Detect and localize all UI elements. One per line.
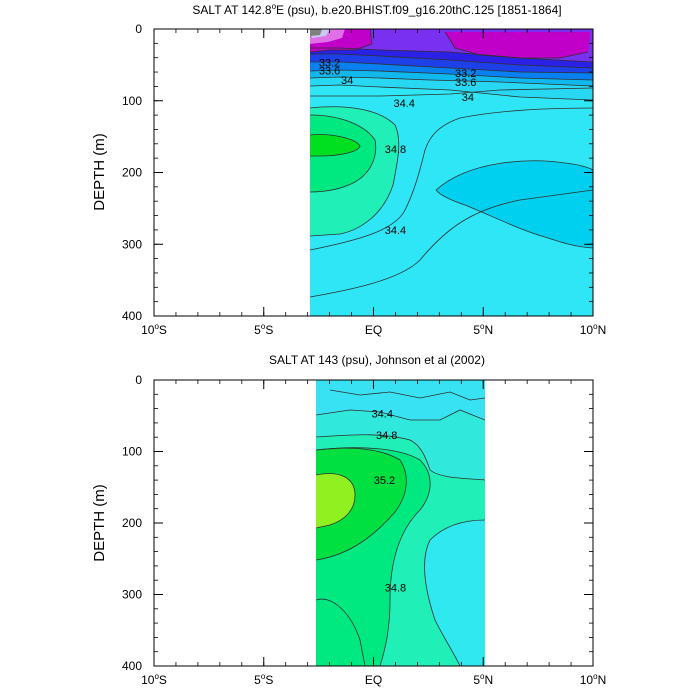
panel-top-ylabel: DEPTH (m) — [91, 133, 108, 211]
x-tick-label: 10oS — [141, 672, 167, 687]
panel-top: SALT AT 142.8oE (psu), b.e20.BHIST.f09_g… — [91, 2, 606, 337]
contour-label: 33.6 — [455, 77, 476, 89]
fill-max-west-4 — [310, 29, 322, 36]
contour-line — [316, 473, 356, 529]
contour-label: 34.4 — [394, 98, 415, 110]
x-tick-label: 10oS — [141, 322, 167, 337]
panel-top-axes: 10oS 5oS EQ 5oN 10oN 0 100 200 300 400 — [122, 22, 606, 337]
contour-line — [316, 447, 407, 561]
panel-bottom-ylabel: DEPTH (m) — [91, 484, 108, 562]
contour-label: 33.2 — [319, 58, 340, 70]
contour-label: 34.8 — [376, 430, 397, 442]
contour-line — [310, 29, 373, 53]
fill-34-8 — [316, 410, 485, 480]
panel-bottom-axes: 10oS 5oS EQ 5oN 10oN 0 100 200 300 400 — [122, 373, 606, 687]
panel-bottom-title: SALT AT 143 (psu), Johnson et al (2002) — [269, 353, 485, 367]
contour-line — [310, 69, 593, 81]
fill-34-4-east — [436, 160, 593, 248]
contour-line — [310, 61, 593, 74]
contour-line — [310, 107, 593, 251]
fill-35-2 — [310, 134, 360, 156]
y-tick-label: 200 — [122, 516, 142, 530]
contour-label: 35.2 — [374, 475, 395, 487]
contour-line — [435, 160, 593, 249]
x-tick-label: 10oN — [580, 672, 606, 687]
panel-bottom: SALT AT 143 (psu), Johnson et al (2002) … — [91, 353, 606, 687]
contour-label: 33.6 — [319, 66, 340, 78]
panel-top-contour-field — [310, 29, 593, 316]
contour-line — [310, 53, 593, 69]
x-tick-label: EQ — [365, 323, 382, 337]
y-tick-label: 400 — [122, 309, 142, 323]
x-tick-label: 5oN — [473, 672, 493, 687]
contour-line — [310, 87, 593, 97]
y-tick-label: 100 — [122, 94, 142, 108]
contour-line — [310, 47, 593, 63]
x-tick-label: 5oS — [254, 322, 273, 337]
y-tick-label: 300 — [122, 588, 142, 602]
contour-line — [329, 389, 485, 401]
contour-label: 33.2 — [455, 68, 476, 80]
contour-line — [316, 409, 485, 421]
contour-label: 34.4 — [385, 225, 406, 237]
contour-label: 34.8 — [385, 144, 406, 156]
contour-line — [316, 434, 485, 481]
contour-line — [310, 84, 593, 101]
contour-label: 34 — [462, 92, 474, 104]
fill-34-6-east — [424, 520, 485, 666]
y-tick-label: 300 — [122, 237, 142, 251]
contour-label: 34.8 — [385, 582, 406, 594]
x-tick-label: 5oS — [254, 672, 273, 687]
contour-line — [316, 598, 366, 666]
contour-line — [310, 189, 593, 298]
fill-35-6 — [316, 473, 355, 528]
x-tick-label: 10oN — [580, 322, 606, 337]
contour-line — [316, 447, 431, 666]
contour-label: 34.4 — [372, 409, 393, 421]
contour-line — [310, 76, 593, 87]
fill-34-4 — [316, 380, 485, 420]
y-tick-label: 0 — [135, 22, 142, 36]
contour-line — [310, 134, 361, 157]
y-tick-label: 100 — [122, 445, 142, 459]
contour-line — [424, 519, 485, 666]
x-tick-label: EQ — [365, 673, 382, 687]
panel-top-title: SALT AT 142.8oE (psu), b.e20.BHIST.f09_g… — [192, 2, 561, 17]
panel-bottom-contour-field — [316, 380, 485, 666]
y-tick-label: 0 — [135, 373, 142, 387]
x-tick-label: 5oN — [473, 322, 493, 337]
panel-bottom-contour-labels: 34.4 34.8 35.2 34.8 — [372, 409, 407, 595]
contour-label: 34 — [341, 75, 353, 87]
contour-line — [310, 114, 377, 193]
contour-line — [310, 106, 400, 237]
y-tick-label: 200 — [122, 166, 142, 180]
fill-max-east — [445, 32, 590, 58]
y-tick-label: 400 — [122, 659, 142, 673]
contour-line — [444, 31, 589, 59]
